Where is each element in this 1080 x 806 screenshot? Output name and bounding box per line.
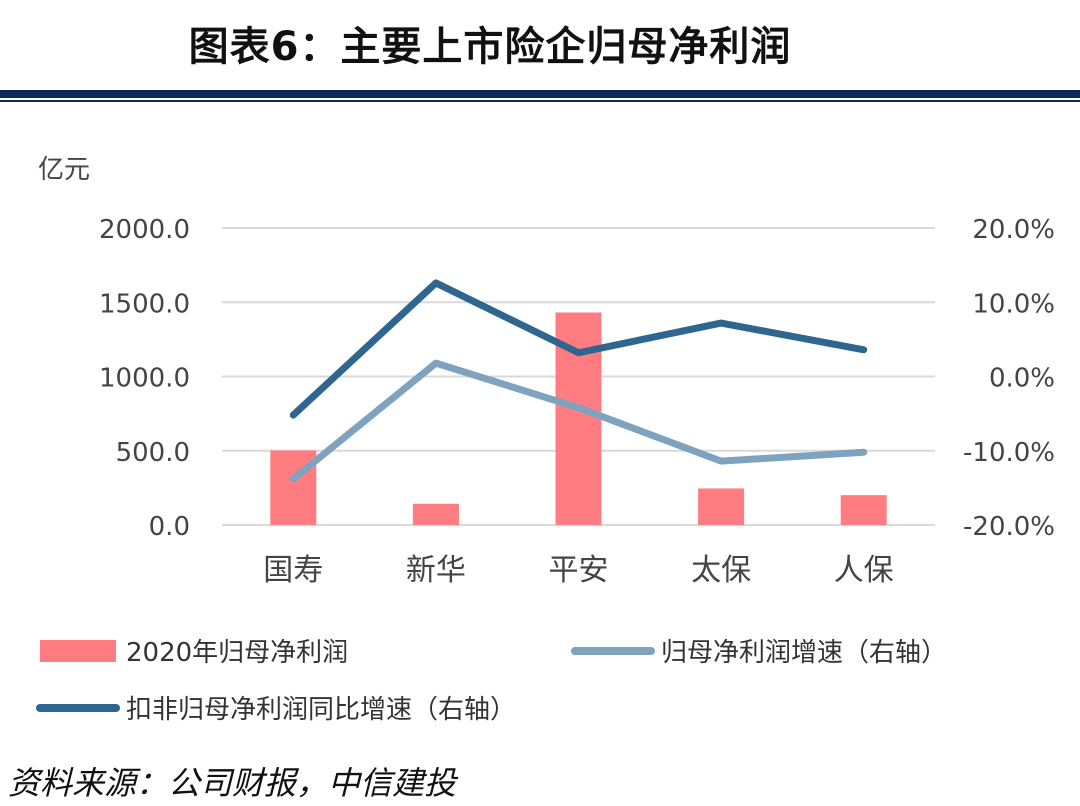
legend: 2020年归母净利润 归母净利润增速（右轴） 扣非归母净利润同比增速（右轴） xyxy=(36,638,947,725)
left-tick-label: 1500.0 xyxy=(99,289,190,319)
right-axis: -20.0% -10.0% 0.0% 10.0% 20.0% xyxy=(963,215,1055,542)
page-title: 图表6：主要上市险企归母净利润 xyxy=(188,24,792,70)
bar xyxy=(698,488,745,525)
category-axis: 国寿 新华 平安 太保 人保 xyxy=(263,553,893,588)
left-tick-label: 0.0 xyxy=(149,512,190,542)
legend-swatch xyxy=(40,640,116,662)
left-tick-label: 1000.0 xyxy=(99,364,190,394)
right-tick-label: -20.0% xyxy=(963,512,1055,542)
unit-label: 亿元 xyxy=(38,155,90,185)
right-tick-label: 0.0% xyxy=(989,364,1055,394)
left-axis: 0.0 500.0 1000.0 1500.0 2000.0 xyxy=(99,215,190,542)
source-note: 资料来源：公司财报，中信建投 xyxy=(8,764,457,802)
category-label: 国寿 xyxy=(263,553,323,588)
bar xyxy=(412,503,459,525)
category-label: 新华 xyxy=(406,553,466,588)
legend-label: 归母净利润增速（右轴） xyxy=(661,638,947,668)
category-label: 太保 xyxy=(691,553,751,588)
line-series xyxy=(289,279,868,483)
legend-label: 2020年归母净利润 xyxy=(126,638,348,668)
title-divider xyxy=(0,90,1080,98)
legend-label: 扣非归母净利润同比增速（右轴） xyxy=(126,695,516,725)
bar xyxy=(840,495,887,525)
right-tick-label: 20.0% xyxy=(972,215,1055,245)
right-tick-label: 10.0% xyxy=(972,289,1055,319)
left-tick-label: 2000.0 xyxy=(99,215,190,245)
left-tick-label: 500.0 xyxy=(116,438,190,468)
title-divider-thin xyxy=(0,100,1080,102)
category-label: 平安 xyxy=(549,553,609,588)
right-tick-label: -10.0% xyxy=(963,438,1055,468)
category-label: 人保 xyxy=(834,553,894,588)
